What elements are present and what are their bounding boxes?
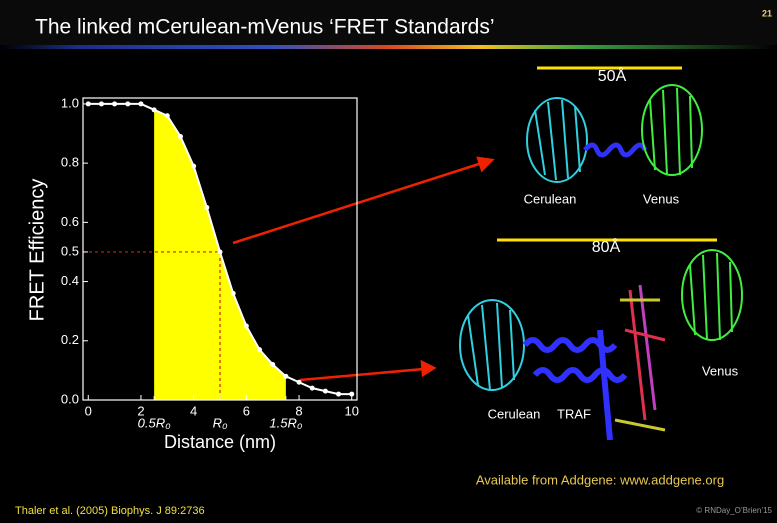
venus-protein — [642, 85, 702, 175]
cerulean-protein — [527, 98, 587, 182]
data-point — [244, 323, 249, 328]
y-tick-label: 0.2 — [61, 332, 79, 347]
y-tick-label: 0.6 — [61, 214, 79, 229]
venus-protein — [682, 250, 742, 340]
y-tick-label: 0.0 — [61, 391, 79, 406]
data-point — [204, 205, 209, 210]
data-point — [165, 113, 170, 118]
distance-label: 50Å — [598, 66, 627, 85]
data-point — [99, 101, 104, 106]
availability: Available from Addgene: www.addgene.org — [476, 472, 724, 487]
copyright: © RNDay_O’Brien’15 — [696, 506, 772, 515]
pointer-arrow — [233, 158, 492, 380]
data-point — [218, 249, 223, 254]
annotation-label: 0.5R₀ — [138, 415, 171, 430]
linker-helix — [585, 145, 645, 155]
data-point — [349, 392, 354, 397]
y-tick-label: 0.5 — [61, 243, 79, 258]
cerulean-protein — [460, 300, 524, 390]
data-point — [138, 101, 143, 106]
data-point — [231, 291, 236, 296]
protein-label: Venus — [643, 191, 680, 206]
title-rule — [0, 45, 777, 49]
data-point — [86, 101, 91, 106]
protein-label: Venus — [702, 363, 739, 378]
y-tick-label: 1.0 — [61, 95, 79, 110]
citation: Thaler et al. (2005) Biophys. J 89:2736 — [15, 505, 205, 517]
x-axis-label: Distance (nm) — [164, 432, 276, 452]
slide-title: The linked mCerulean-mVenus ‘FRET Standa… — [35, 16, 495, 39]
y-tick-label: 0.8 — [61, 155, 79, 170]
y-axis-label: FRET Efficiency — [26, 179, 48, 322]
x-tick-label: 6 — [243, 403, 250, 418]
linker-helix — [525, 330, 625, 440]
data-point — [270, 362, 275, 367]
data-point — [112, 101, 117, 106]
x-tick-label: 0 — [85, 403, 92, 418]
protein-label: TRAF — [557, 406, 591, 421]
data-point — [336, 392, 341, 397]
slide: The linked mCerulean-mVenus ‘FRET Standa… — [0, 0, 777, 523]
data-point — [297, 380, 302, 385]
annotation-label: 1.5R₀ — [269, 415, 302, 430]
data-point — [323, 389, 328, 394]
data-point — [257, 347, 262, 352]
y-tick-label: 0.4 — [61, 273, 79, 288]
traf-protein — [615, 285, 665, 430]
data-point — [125, 101, 130, 106]
annotation-label: R₀ — [213, 415, 228, 430]
x-tick-label: 10 — [344, 403, 358, 418]
data-point — [310, 386, 315, 391]
distance-label: 80Å — [592, 237, 621, 256]
data-point — [152, 107, 157, 112]
data-point — [283, 374, 288, 379]
data-point — [191, 164, 196, 169]
x-tick-label: 4 — [190, 403, 197, 418]
slide-number: 21 — [762, 8, 772, 18]
data-point — [178, 134, 183, 139]
protein-label: Cerulean — [488, 406, 541, 421]
protein-label: Cerulean — [524, 191, 577, 206]
